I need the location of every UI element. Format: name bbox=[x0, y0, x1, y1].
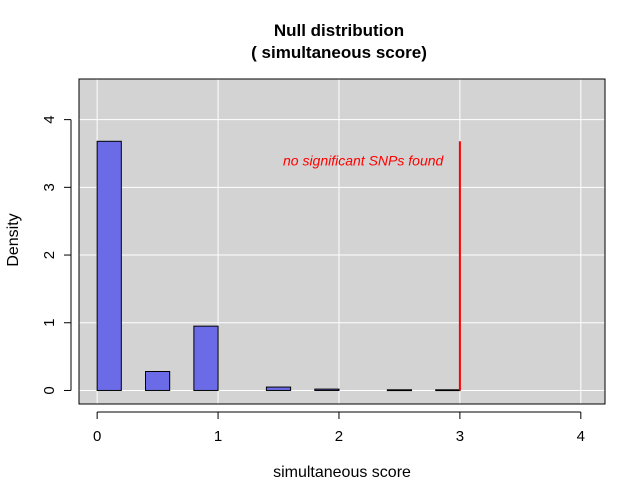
chart-title-line2: ( simultaneous score) bbox=[251, 43, 427, 62]
histogram-bar bbox=[193, 325, 219, 391]
y-tick-label: 1 bbox=[41, 319, 58, 327]
chart-title-line1: Null distribution bbox=[274, 21, 404, 40]
x-tick-label: 0 bbox=[93, 428, 101, 445]
histogram-bar bbox=[314, 388, 340, 391]
plot-area bbox=[79, 79, 605, 404]
y-tick-label: 2 bbox=[41, 251, 58, 259]
x-tick-label: 3 bbox=[456, 428, 464, 445]
histogram-bar bbox=[386, 389, 413, 392]
x-tick-label: 4 bbox=[577, 428, 585, 445]
histogram-bar bbox=[96, 140, 122, 391]
y-axis-label: Density bbox=[5, 213, 22, 266]
x-axis-label: simultaneous score bbox=[273, 464, 411, 481]
histogram-bar bbox=[265, 386, 292, 391]
histogram-bar bbox=[145, 371, 171, 391]
y-tick-label: 3 bbox=[41, 183, 58, 191]
plot-frame bbox=[78, 78, 606, 405]
y-axis: 0 1 2 3 4 bbox=[41, 115, 72, 395]
no-significant-annotation: no significant SNPs found bbox=[283, 152, 445, 168]
histogram-bars bbox=[96, 140, 461, 392]
x-tick-label: 1 bbox=[214, 428, 222, 445]
x-axis: 0 1 2 3 4 bbox=[93, 411, 585, 445]
x-tick-label: 2 bbox=[335, 428, 343, 445]
histogram-bar bbox=[435, 389, 461, 392]
y-tick-label: 0 bbox=[41, 386, 58, 394]
y-tick-label: 4 bbox=[41, 115, 58, 123]
